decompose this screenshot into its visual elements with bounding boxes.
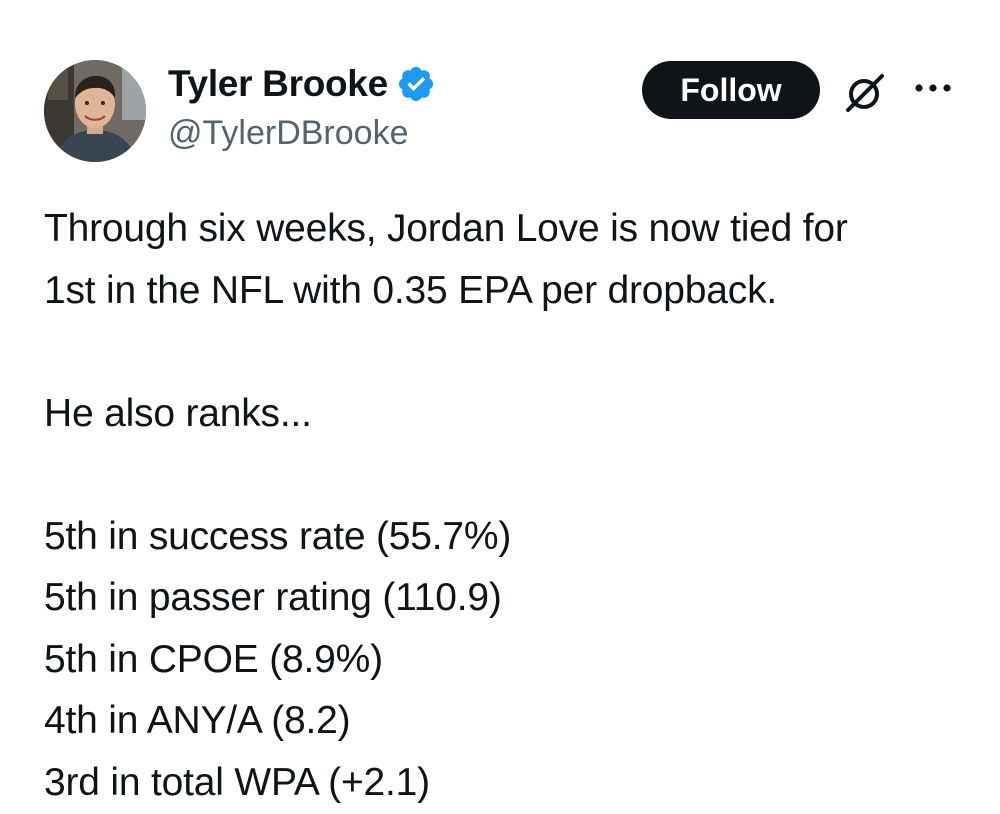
tweet-line: 5th in passer rating (110.9) [44, 576, 502, 619]
tweet-line: 4th in ANY/A (8.2) [44, 699, 351, 742]
tweet-text: Through six weeks, Jordan Love is now ti… [44, 198, 984, 813]
tweet-line: He also ranks... [44, 391, 312, 435]
author-display-name[interactable]: Tyler Brooke [168, 63, 388, 104]
tweet-line: 1st in the NFL with 0.35 EPA per dropbac… [44, 268, 777, 312]
tweet-line: Through six weeks, Jordan Love is now ti… [44, 207, 848, 250]
avatar-image [44, 60, 146, 162]
tweet-line: 5th in success rate (55.7%) [44, 514, 512, 558]
tweet-blank-line [44, 444, 984, 506]
more-options-icon[interactable] [912, 78, 954, 98]
tweet-line: 5th in CPOE (8.9%) [44, 637, 383, 681]
avatar[interactable] [44, 60, 146, 162]
verified-badge-icon [396, 64, 436, 104]
tweet-line: 3rd in total WPA (+2.1) [44, 760, 430, 804]
author-handle[interactable]: @TylerDBrooke [168, 114, 409, 152]
grok-icon[interactable] [842, 70, 888, 116]
tweet-blank-line [44, 321, 984, 383]
follow-button[interactable]: Follow [642, 61, 820, 119]
author-name-row: Tyler Brooke [168, 62, 436, 106]
